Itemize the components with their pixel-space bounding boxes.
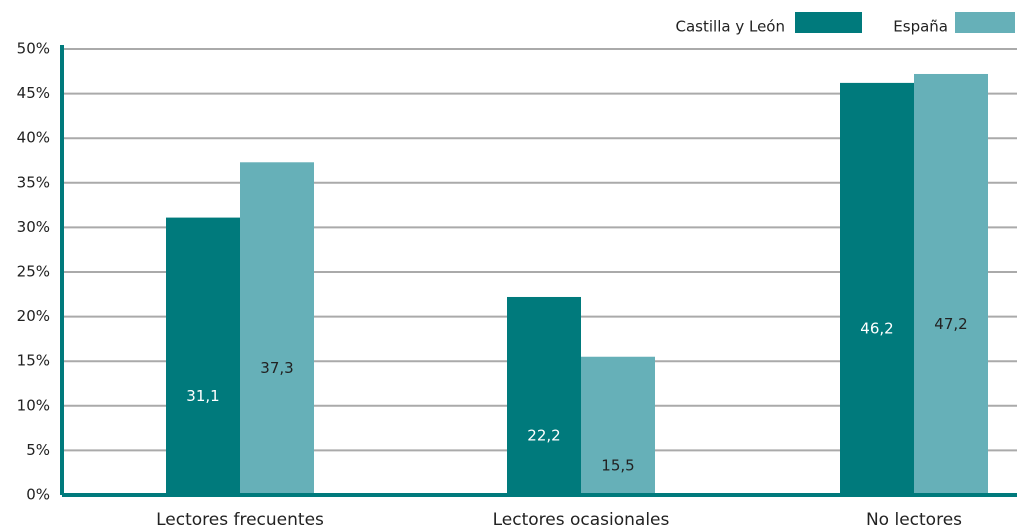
y-tick-label: 45%	[17, 84, 50, 102]
bar	[166, 217, 240, 495]
y-tick-label: 40%	[17, 129, 50, 147]
y-tick-label: 50%	[17, 40, 50, 58]
value-label: 15,5	[601, 456, 634, 474]
value-label: 46,2	[860, 319, 893, 337]
x-tick-label: No lectores	[866, 510, 962, 529]
value-label: 47,2	[934, 315, 967, 333]
y-tick-label: 30%	[17, 218, 50, 236]
y-tick-label: 25%	[17, 263, 50, 281]
bar	[840, 82, 914, 495]
legend-swatch	[795, 12, 862, 33]
x-tick-label: Lectores ocasionales	[493, 510, 670, 529]
y-tick-label: 35%	[17, 173, 50, 191]
value-label: 37,3	[260, 359, 293, 377]
y-tick-label: 10%	[17, 396, 50, 414]
bar	[507, 296, 581, 495]
bar	[581, 356, 655, 495]
legend-swatch	[955, 12, 1015, 33]
bar	[240, 162, 314, 495]
y-tick-label: 5%	[26, 441, 50, 459]
value-label: 22,2	[527, 426, 560, 444]
legend-label: Castilla y León	[676, 18, 785, 36]
y-tick-label: 20%	[17, 307, 50, 325]
x-tick-label: Lectores frecuentes	[156, 510, 324, 529]
bar	[914, 73, 988, 495]
y-tick-label: 0%	[26, 486, 50, 504]
legend-label: España	[893, 18, 948, 36]
value-label: 31,1	[186, 387, 219, 405]
y-tick-label: 15%	[17, 352, 50, 370]
